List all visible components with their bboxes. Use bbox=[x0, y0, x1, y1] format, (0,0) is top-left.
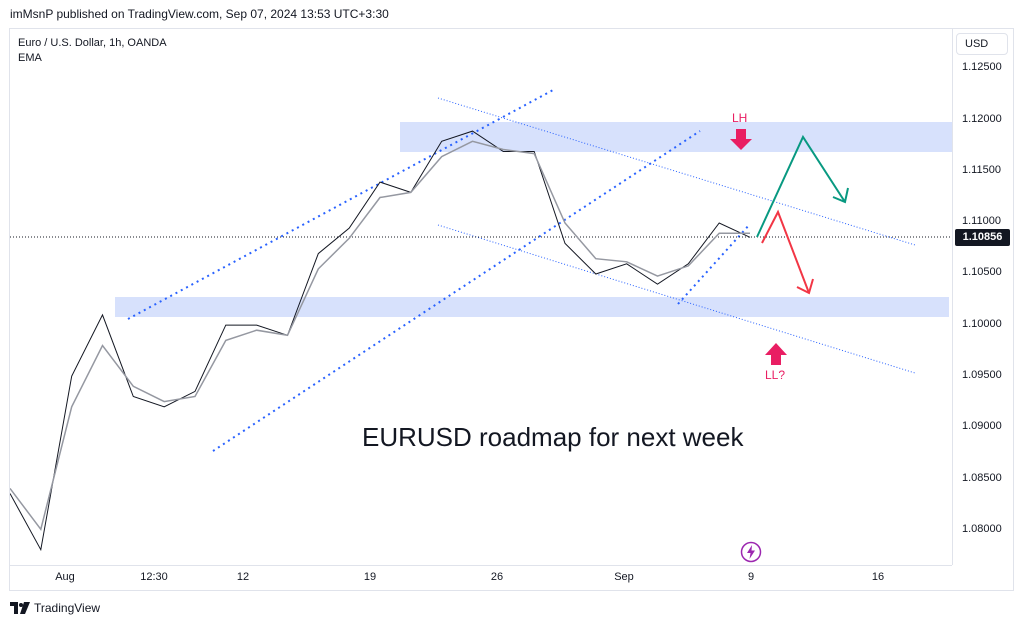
time-tick: 9 bbox=[747, 571, 755, 583]
falling-channel-upper[interactable] bbox=[437, 97, 916, 246]
tradingview-logo-icon bbox=[10, 602, 30, 614]
time-tick: 12 bbox=[236, 571, 250, 583]
symbol-info: Euro / U.S. Dollar, 1h, OANDA EMA bbox=[18, 36, 167, 66]
indicator-label[interactable]: EMA bbox=[18, 52, 42, 64]
rising-channel-lower[interactable] bbox=[212, 130, 701, 452]
ll-arrow-up-icon[interactable] bbox=[765, 343, 787, 365]
price-tick: 1.09000 bbox=[962, 420, 1002, 432]
time-tick: Aug bbox=[55, 571, 75, 583]
symbol-title: Euro / U.S. Dollar, 1h, OANDA bbox=[18, 37, 167, 49]
time-tick: 26 bbox=[490, 571, 504, 583]
lh-label: LH bbox=[732, 111, 748, 125]
price-line bbox=[10, 130, 751, 552]
bullish-scenario-arrow[interactable] bbox=[756, 134, 846, 238]
time-tick: 16 bbox=[871, 571, 885, 583]
currency-button[interactable]: USD bbox=[956, 33, 1008, 55]
time-tick: 19 bbox=[363, 571, 377, 583]
price-axis[interactable] bbox=[952, 29, 1014, 565]
ll-label: LL? bbox=[765, 368, 786, 382]
price-tick: 1.09500 bbox=[962, 369, 1002, 381]
price-tick: 1.10500 bbox=[962, 266, 1002, 278]
bullish-arrow-head bbox=[832, 187, 849, 204]
price-series bbox=[10, 130, 751, 552]
price-tick: 1.11000 bbox=[962, 215, 1001, 227]
time-tick: Sep bbox=[614, 571, 634, 583]
roadmap-annotation[interactable]: EURUSD roadmap for next week bbox=[362, 422, 744, 452]
support-zone[interactable] bbox=[115, 297, 949, 317]
short-trendline[interactable] bbox=[677, 223, 751, 305]
publisher-header: imMsnP published on TradingView.com, Sep… bbox=[10, 7, 389, 21]
falling-channel-lower[interactable] bbox=[437, 224, 916, 374]
price-chart[interactable] bbox=[10, 29, 952, 565]
bearish-scenario-arrow[interactable] bbox=[761, 209, 810, 294]
footer: TradingView bbox=[10, 601, 100, 615]
rising-channel-upper[interactable] bbox=[127, 88, 556, 320]
economic-event-icon[interactable] bbox=[740, 541, 762, 563]
price-tick: 1.12500 bbox=[962, 61, 1002, 73]
time-axis[interactable] bbox=[10, 565, 952, 591]
ema-line bbox=[10, 140, 750, 532]
chart-frame bbox=[9, 28, 1014, 591]
price-tick: 1.08000 bbox=[962, 523, 1002, 535]
lh-arrow-down-icon[interactable] bbox=[730, 129, 752, 150]
current-price-label: 1.10856 bbox=[955, 229, 1010, 246]
price-tick: 1.08500 bbox=[962, 472, 1002, 484]
price-tick: 1.10000 bbox=[962, 318, 1002, 330]
bearish-arrow-head bbox=[796, 278, 814, 295]
price-tick: 1.12000 bbox=[962, 113, 1002, 125]
price-tick: 1.11500 bbox=[962, 164, 1001, 176]
brand-name: TradingView bbox=[34, 601, 101, 615]
time-tick: 12:30 bbox=[140, 571, 168, 583]
